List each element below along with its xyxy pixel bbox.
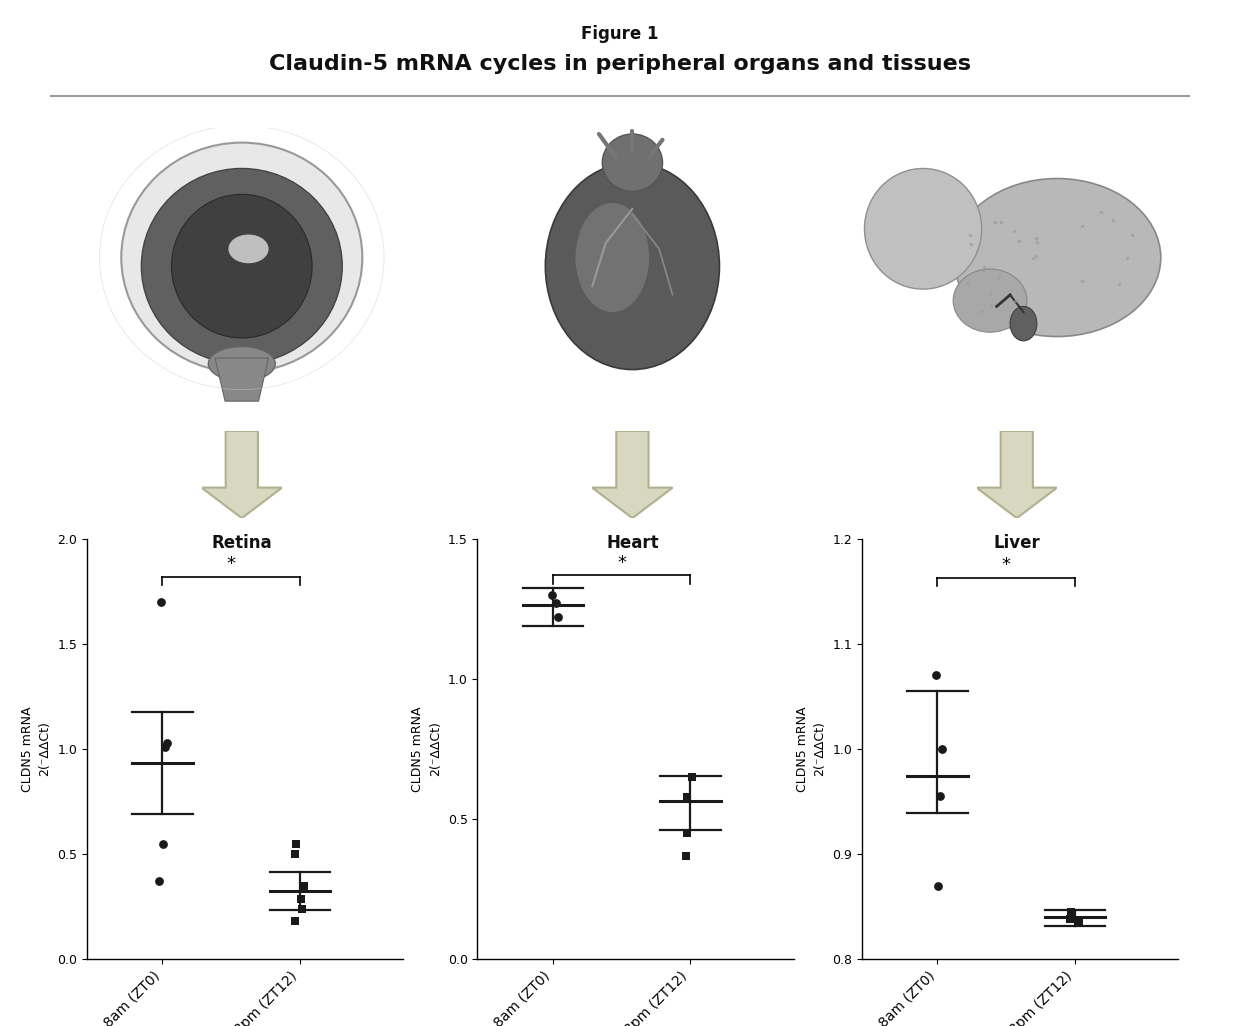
- Point: [286, 835, 306, 852]
- Point: [1061, 909, 1081, 925]
- Point: [548, 609, 568, 626]
- Point: [157, 735, 177, 751]
- Point: [154, 835, 174, 852]
- Polygon shape: [201, 431, 283, 518]
- Point: [294, 877, 314, 894]
- Point: [155, 739, 175, 755]
- Text: *: *: [227, 555, 236, 574]
- Text: Heart: Heart: [606, 534, 658, 552]
- Ellipse shape: [546, 163, 719, 369]
- Point: [1060, 911, 1080, 928]
- Point: [929, 877, 949, 894]
- Text: Figure 1: Figure 1: [582, 25, 658, 43]
- Y-axis label: CLDN5 mRNA
2(⁻ΔΔCt): CLDN5 mRNA 2(⁻ΔΔCt): [21, 706, 52, 792]
- Point: [293, 901, 312, 917]
- Polygon shape: [593, 431, 672, 518]
- Y-axis label: CLDN5 mRNA
2(⁻ΔΔCt): CLDN5 mRNA 2(⁻ΔΔCt): [796, 706, 827, 792]
- Point: [682, 768, 702, 785]
- Ellipse shape: [171, 194, 312, 338]
- Text: Claudin-5 mRNA cycles in peripheral organs and tissues: Claudin-5 mRNA cycles in peripheral orga…: [269, 53, 971, 74]
- Polygon shape: [977, 431, 1058, 518]
- Ellipse shape: [228, 235, 269, 264]
- Point: [151, 593, 171, 609]
- Point: [926, 667, 946, 683]
- Ellipse shape: [575, 203, 650, 312]
- Point: [291, 892, 311, 908]
- Polygon shape: [215, 358, 269, 401]
- Text: Retina: Retina: [212, 534, 272, 552]
- Point: [285, 845, 305, 862]
- Text: *: *: [1002, 556, 1011, 575]
- Ellipse shape: [603, 134, 662, 192]
- Point: [930, 788, 950, 804]
- Point: [676, 847, 696, 864]
- Point: [1061, 904, 1081, 920]
- Point: [677, 825, 697, 841]
- Ellipse shape: [1011, 307, 1037, 341]
- Point: [542, 587, 562, 603]
- Ellipse shape: [141, 168, 342, 364]
- Point: [546, 595, 565, 611]
- Text: *: *: [618, 554, 626, 571]
- Y-axis label: CLDN5 mRNA
2(⁻ΔΔCt): CLDN5 mRNA 2(⁻ΔΔCt): [412, 706, 443, 792]
- Ellipse shape: [864, 168, 982, 289]
- Point: [932, 741, 952, 757]
- Text: Liver: Liver: [993, 534, 1040, 552]
- Ellipse shape: [954, 179, 1161, 337]
- Ellipse shape: [954, 269, 1027, 332]
- Point: [1069, 914, 1089, 931]
- Point: [285, 913, 305, 930]
- Ellipse shape: [122, 143, 362, 372]
- Point: [677, 788, 697, 804]
- Point: [149, 873, 169, 890]
- Ellipse shape: [208, 347, 275, 381]
